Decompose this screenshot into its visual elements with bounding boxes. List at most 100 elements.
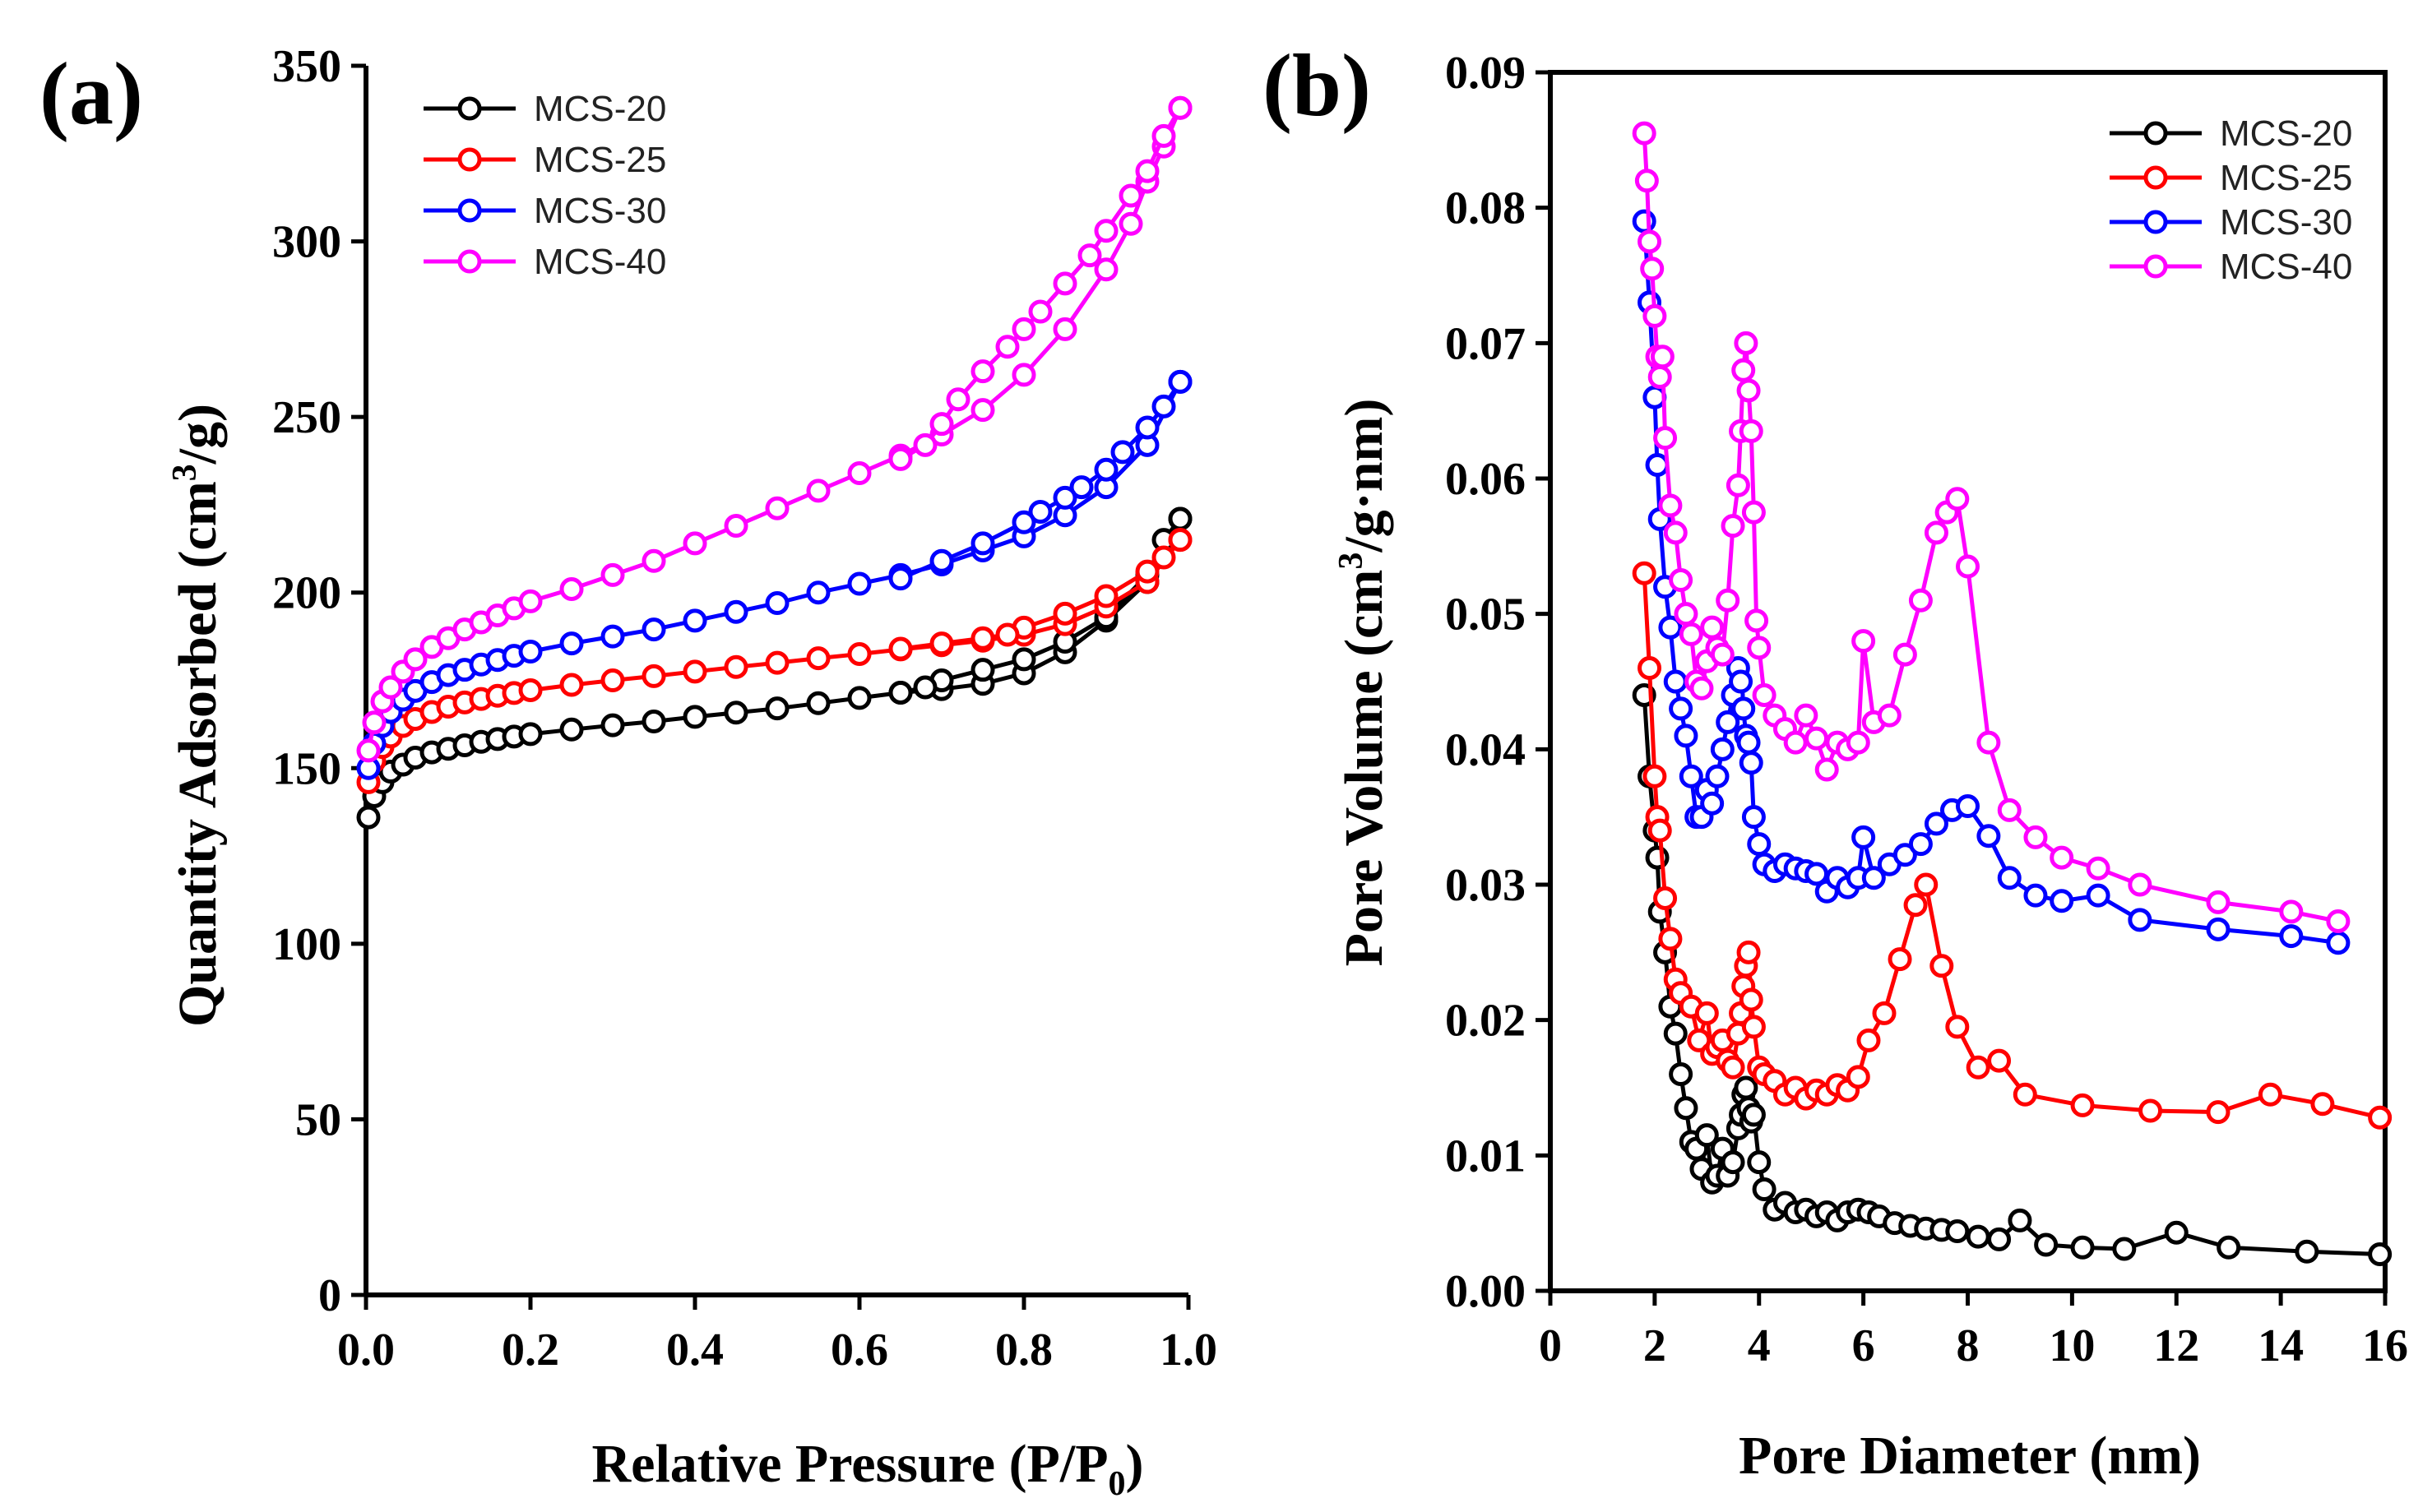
data-point-mcs-40-adsorption (806, 479, 831, 503)
data-point-mcs-20-adsorption (847, 686, 872, 710)
data-point-mcs-30-adsorption (683, 608, 707, 633)
data-point-mcs-20-adsorption (642, 709, 666, 733)
legend-label-mcs-20: MCS-20 (534, 89, 666, 129)
data-point-mcs-40-adsorption (559, 576, 584, 601)
data-point-mcs-30 (1731, 696, 1756, 721)
data-point-mcs-30-desorption (1151, 394, 1176, 418)
data-point-mcs-30-desorption (1168, 369, 1193, 394)
data-point-mcs-30 (1716, 710, 1740, 734)
panel-a-x-tick-label: 0.2 (502, 1325, 559, 1376)
data-point-mcs-25 (2368, 1105, 2393, 1130)
data-point-mcs-30-desorption (1110, 440, 1135, 465)
data-point-mcs-40 (1736, 378, 1761, 403)
legend-label-mcs-30: MCS-30 (534, 191, 666, 231)
data-point-mcs-40 (2050, 845, 2074, 870)
data-point-mcs-40 (1647, 365, 1672, 389)
series-line-mcs-40-desorption (899, 107, 1183, 461)
legend-label-mcs-20: MCS-20 (2220, 113, 2352, 154)
data-point-mcs-40-desorption (970, 359, 995, 384)
data-point-mcs-25 (2310, 1092, 2335, 1117)
legend-marker-mcs-40 (2143, 254, 2168, 279)
panel-a-y-tick-label: 300 (272, 217, 341, 268)
data-point-mcs-30-adsorption (559, 631, 584, 656)
panel-b-y-tick-label: 0.02 (1445, 996, 1526, 1047)
data-point-mcs-30-adsorption (806, 580, 831, 605)
data-point-mcs-40 (1638, 229, 1662, 254)
data-point-mcs-25 (1872, 1001, 1897, 1025)
data-point-mcs-30 (2326, 931, 2351, 955)
legend-label-mcs-25: MCS-25 (534, 140, 666, 180)
data-point-mcs-20 (2295, 1239, 2319, 1264)
data-point-mcs-30-adsorption (765, 591, 790, 616)
legend-marker-mcs-30 (2143, 210, 2168, 234)
panel-a-x-tick-label: 1.0 (1160, 1325, 1217, 1376)
legend-marker-mcs-25 (457, 147, 482, 172)
data-point-mcs-40 (2086, 856, 2110, 881)
panel-b-y-axis-title-end: /g·nm) (1334, 399, 1394, 553)
panel-a-y-tick-label: 150 (272, 743, 341, 794)
data-point-mcs-30 (1679, 764, 1703, 788)
panel-a-x-tick-label: 0.4 (666, 1325, 724, 1376)
data-point-mcs-30 (1908, 832, 1933, 857)
data-point-mcs-30 (2023, 883, 2048, 908)
data-point-mcs-40 (1726, 473, 1750, 497)
data-point-mcs-20 (2164, 1220, 2189, 1245)
panel-a-y-axis-title: Quantity Adsorbed (cm3/g) (166, 404, 228, 1027)
data-point-mcs-40 (1716, 588, 1740, 613)
data-point-mcs-20-adsorption (600, 713, 625, 738)
data-point-mcs-25 (1929, 954, 1954, 978)
data-point-mcs-30 (1710, 737, 1735, 761)
data-point-mcs-40 (1689, 676, 1714, 701)
data-point-mcs-40 (1640, 257, 1665, 281)
data-point-mcs-25 (1888, 947, 1912, 972)
panel-b-y-tick-label: 0.09 (1445, 48, 1526, 99)
data-point-mcs-40 (1945, 487, 1970, 511)
data-point-mcs-30-adsorption (724, 599, 748, 624)
panel-b-x-tick-label: 0 (1539, 1320, 1562, 1371)
panel-a-x-axis-title: Relative Pressure (P/P0) (591, 1434, 1143, 1503)
data-point-mcs-30 (1739, 751, 1763, 775)
data-point-mcs-40-desorption (888, 446, 913, 471)
data-point-mcs-20-desorption (888, 680, 913, 705)
data-point-mcs-40-desorption (946, 387, 970, 412)
legend-label-mcs-40: MCS-40 (2220, 247, 2352, 287)
panel-b-y-axis-title-sup: 3 (1332, 553, 1370, 570)
data-point-mcs-40 (1851, 629, 1876, 654)
data-point-mcs-25-adsorption (600, 668, 625, 692)
data-point-mcs-40 (1924, 520, 1948, 545)
data-point-mcs-25-adsorption (724, 654, 748, 679)
data-point-mcs-25 (2206, 1100, 2230, 1125)
data-point-mcs-25-desorption (1168, 528, 1193, 553)
data-point-mcs-40 (1741, 500, 1766, 525)
panel-a-label: (a) (39, 45, 143, 143)
data-point-mcs-20 (2217, 1235, 2241, 1260)
data-point-mcs-30 (1741, 805, 1766, 830)
data-point-mcs-40 (1721, 514, 1745, 539)
data-point-mcs-20-desorption (970, 658, 995, 682)
data-point-mcs-30 (1705, 764, 1730, 788)
data-point-mcs-40-adsorption (683, 531, 707, 556)
panel-b-x-tick-label: 14 (2258, 1320, 2304, 1371)
panel-a-y-tick-label: 50 (295, 1094, 341, 1145)
data-point-mcs-40 (1700, 615, 1725, 640)
data-point-mcs-30 (2279, 924, 2304, 949)
data-point-mcs-25 (1653, 885, 1678, 910)
data-point-mcs-40 (1634, 169, 1659, 193)
data-point-mcs-20 (2368, 1242, 2393, 1267)
data-point-mcs-30 (2050, 889, 2074, 913)
data-point-mcs-25-desorption (1053, 601, 1077, 626)
panel-b-x-tick-label: 16 (2362, 1320, 2408, 1371)
panel-b-y-tick-label: 0.06 (1445, 454, 1526, 505)
data-point-mcs-30-desorption (970, 531, 995, 556)
data-point-mcs-30 (1674, 724, 1698, 748)
data-point-mcs-40-adsorption (518, 589, 543, 613)
data-point-mcs-40 (1783, 730, 1808, 755)
data-point-mcs-25-desorption (1151, 545, 1176, 570)
data-point-mcs-20-adsorption (765, 696, 790, 721)
data-point-mcs-20 (1674, 1096, 1698, 1121)
data-point-mcs-30 (1851, 825, 1876, 849)
data-point-mcs-30 (2086, 883, 2110, 908)
data-point-mcs-25-adsorption (683, 659, 707, 684)
data-point-mcs-40 (1739, 418, 1763, 443)
